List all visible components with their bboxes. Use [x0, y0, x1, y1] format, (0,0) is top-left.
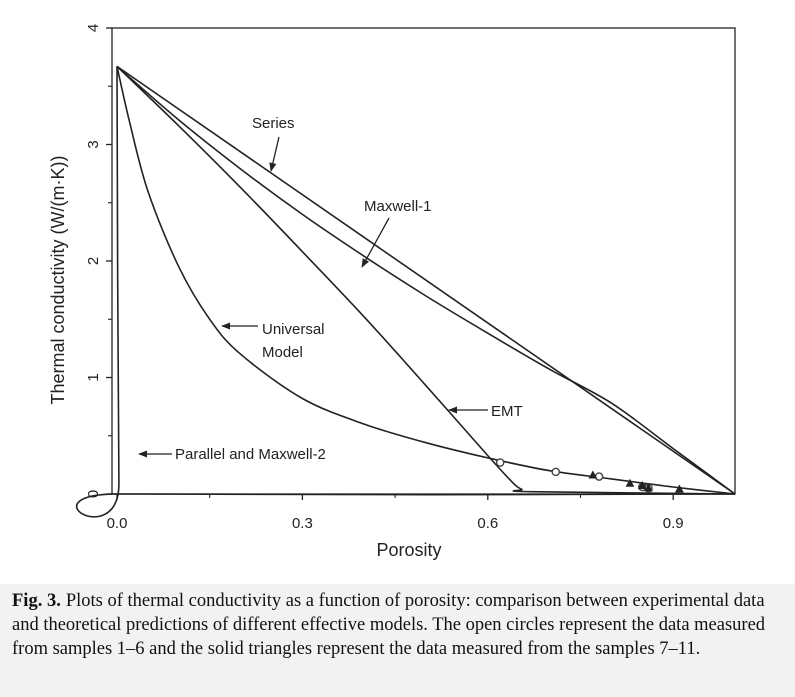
data-point-open-circle [551, 467, 561, 477]
annotation-series-arrow [269, 136, 280, 172]
figure-caption: Fig. 3. Plots of thermal conductivity as … [0, 584, 795, 697]
annotation-universal-text: Universal [262, 321, 325, 338]
data-point-solid-triangle [588, 470, 598, 479]
x-tick-label: 0.0 [107, 515, 128, 532]
data-point-open-circle [594, 472, 604, 481]
data-point-solid-triangle [637, 481, 647, 490]
annotation-maxwell1-arrow [361, 217, 390, 268]
annotation-universal-label: Universal Model [262, 321, 329, 361]
annotation-emt-label: EMT [491, 403, 523, 420]
x-tick-label: 0.6 [477, 515, 498, 532]
data-point-solid-triangle [674, 484, 684, 493]
series-line-maxwell-1 [116, 65, 736, 495]
data-point-open-circle [495, 458, 505, 467]
y-tick-label: 0 [85, 490, 102, 498]
caption-text: Plots of thermal conductivity as a funct… [12, 591, 766, 659]
x-axis-title: Porosity [376, 540, 441, 560]
thermal-conductivity-chart: 0.0 0.3 0.6 0.9 0 1 2 3 4 Porosity Thermal cond… [48, 24, 736, 560]
x-tick-label: 0.3 [292, 515, 313, 532]
y-axis-title: Thermal conductivity (W/(m·K)) [48, 155, 68, 404]
series-line-parallel-and-maxwell-2 [75, 66, 736, 518]
y-tick-label: 2 [85, 257, 102, 265]
annotation-series-label: Series [252, 115, 295, 132]
series-line-series [116, 65, 736, 495]
data-point-solid-triangle [625, 478, 635, 487]
annotation-maxwell1-label: Maxwell-1 [364, 198, 432, 215]
y-tick-label: 3 [85, 140, 102, 148]
x-tick-label: 0.9 [663, 515, 684, 532]
data-point-solid-triangle [644, 483, 653, 492]
annotation-universal-text-line2: Model [262, 344, 303, 361]
annotation-parallel-label: Parallel and Maxwell-2 [175, 446, 326, 463]
series-line-emt [116, 65, 736, 495]
y-tick-label: 4 [85, 24, 102, 32]
y-tick-label: 1 [85, 373, 102, 381]
caption-label: Fig. 3. [12, 591, 61, 611]
